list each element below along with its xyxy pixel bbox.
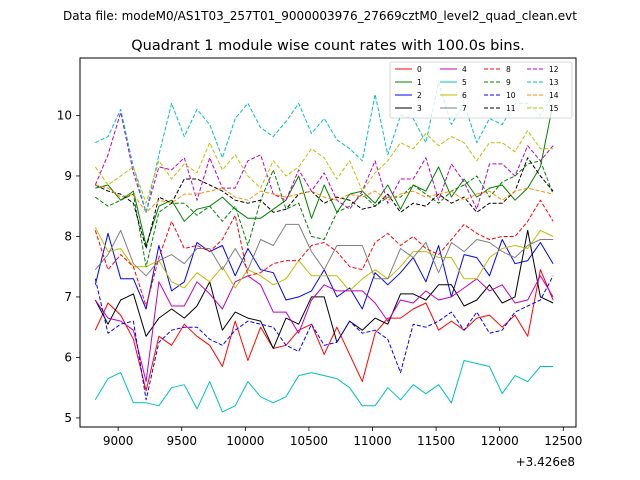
series-line-3 bbox=[94, 229, 554, 349]
x-tick-label: 9000 bbox=[103, 434, 134, 448]
plot-frame bbox=[79, 57, 577, 428]
legend-label-13: 13 bbox=[549, 78, 559, 87]
legend-label-0: 0 bbox=[417, 65, 422, 74]
legend-label-10: 10 bbox=[506, 91, 516, 100]
legend-label-9: 9 bbox=[506, 78, 511, 87]
series-line-7 bbox=[94, 223, 554, 280]
y-tick-label: 5 bbox=[64, 411, 72, 425]
x-tick-label: 9500 bbox=[166, 434, 197, 448]
series-line-1 bbox=[95, 103, 554, 246]
chart-title: Quadrant 1 module wise count rates with … bbox=[131, 38, 525, 54]
y-tick-label: 10 bbox=[57, 108, 72, 122]
series-layer bbox=[94, 81, 554, 413]
legend-box bbox=[389, 61, 573, 119]
series-line-8 bbox=[94, 199, 554, 307]
y-axis: 5 6 7 8 9 10 bbox=[57, 108, 80, 425]
series-line-6 bbox=[94, 227, 554, 292]
series-line-14 bbox=[95, 184, 554, 213]
series-line-11 bbox=[95, 157, 554, 249]
x-offset-label: +3.426e8 bbox=[516, 455, 575, 469]
plot-area bbox=[80, 58, 576, 427]
y-tick-label: 7 bbox=[64, 290, 72, 304]
x-tick-label: 10000 bbox=[226, 434, 264, 448]
legend-label-7: 7 bbox=[462, 104, 467, 113]
chart-suptitle: Data file: modeM0/AS1T03_257T01_90000039… bbox=[63, 9, 577, 23]
series-line-0 bbox=[94, 269, 554, 392]
series-line-12 bbox=[94, 111, 554, 213]
series-line-10 bbox=[94, 275, 554, 401]
y-tick-label: 6 bbox=[64, 350, 72, 364]
x-tick-label: 11500 bbox=[417, 434, 455, 448]
y-tick-label: 9 bbox=[64, 169, 72, 183]
series-line-5 bbox=[94, 360, 554, 413]
x-tick-label: 10500 bbox=[290, 434, 328, 448]
legend-label-3: 3 bbox=[417, 104, 422, 113]
x-axis: 9000 9500 10000 10500 11000 11500 12000 12500 bbox=[103, 427, 582, 448]
legend-label-4: 4 bbox=[462, 65, 467, 74]
legend-label-12: 12 bbox=[549, 65, 559, 74]
x-tick-label: 11000 bbox=[353, 434, 391, 448]
series-line-13 bbox=[95, 81, 554, 213]
x-tick-label: 12000 bbox=[481, 434, 519, 448]
legend-label-11: 11 bbox=[506, 104, 516, 113]
legend-label-15: 15 bbox=[549, 104, 559, 113]
series-line-15 bbox=[94, 130, 554, 204]
x-tick-label: 12500 bbox=[544, 434, 582, 448]
legend-label-2: 2 bbox=[417, 91, 422, 100]
legend-label-14: 14 bbox=[549, 91, 559, 100]
legend-label-8: 8 bbox=[506, 65, 511, 74]
legend-label-5: 5 bbox=[462, 78, 467, 87]
y-tick-label: 8 bbox=[64, 229, 72, 243]
legend-label-1: 1 bbox=[417, 78, 422, 87]
legend-label-6: 6 bbox=[462, 91, 467, 100]
